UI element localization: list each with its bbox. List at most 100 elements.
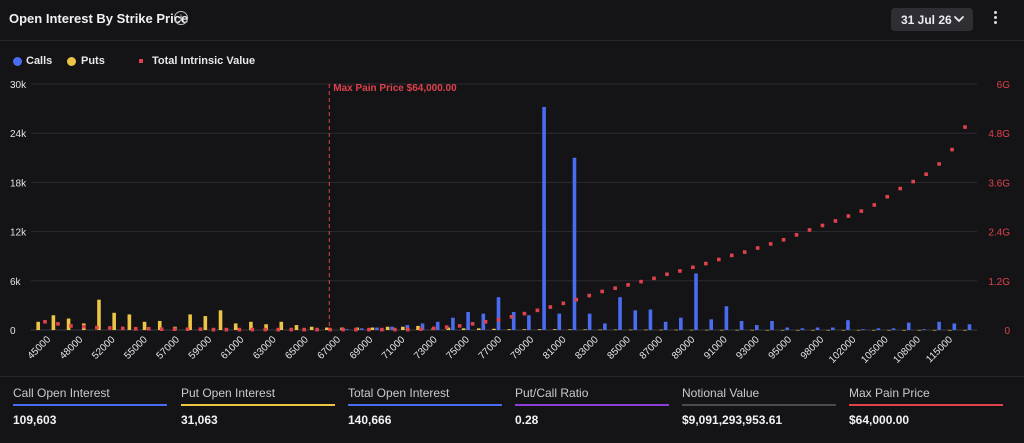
calls-bar [375, 327, 379, 330]
x-tick-label: 61000 [219, 334, 247, 362]
calls-dot-icon [13, 57, 22, 66]
puts-bar [264, 324, 268, 330]
calls-bar [876, 328, 881, 330]
chart-title: Open Interest By Strike Price [9, 11, 189, 26]
intrinsic-point [911, 179, 915, 184]
puts-bar [887, 329, 891, 331]
stat-total-open-interest: Total Open Interest 140,666 [348, 386, 502, 427]
puts-bar [552, 329, 557, 330]
x-tick-label: 105000 [859, 334, 891, 366]
intrinsic-point [768, 242, 773, 246]
intrinsic-point [354, 327, 358, 332]
puts-bar [188, 314, 192, 330]
intrinsic-point [444, 325, 449, 329]
y-left-tick-label: 30k [10, 80, 27, 91]
calls-bar [466, 311, 470, 330]
stat-value: $64,000.00 [849, 413, 910, 427]
calls-bar [770, 320, 774, 330]
puts-bar [142, 321, 147, 330]
stat-value: 31,063 [181, 413, 218, 427]
intrinsic-point [781, 238, 786, 242]
y-left-tick-label: 0 [10, 326, 16, 337]
calls-bar [557, 313, 562, 330]
intrinsic-point [717, 257, 721, 262]
puts-bar [112, 312, 116, 330]
puts-bar [218, 310, 223, 330]
intrinsic-point [341, 327, 345, 332]
intrinsic-point [289, 327, 293, 332]
calls-bar [481, 313, 486, 330]
x-tick-label: 85000 [606, 334, 634, 362]
calls-bar [891, 328, 896, 330]
calls-bar [815, 327, 820, 330]
puts-bar [66, 318, 71, 330]
puts-bar [811, 329, 815, 331]
y-right-tick-label: 0 [1004, 326, 1010, 337]
y-left-tick-label: 24k [10, 129, 27, 140]
calls-bar [679, 317, 683, 330]
calls-bar [390, 326, 394, 330]
calls-bar [435, 321, 440, 330]
intrinsic-point [613, 286, 617, 290]
puts-bar [628, 329, 633, 331]
intrinsic-point [367, 327, 371, 332]
stat-underline [515, 404, 669, 406]
x-tick-label: 102000 [827, 334, 859, 366]
calls-bar [906, 322, 911, 330]
calls-bar [709, 319, 714, 330]
intrinsic-point [237, 327, 242, 332]
puts-bar [689, 329, 694, 331]
calls-bar [344, 329, 349, 330]
puts-bar [522, 329, 527, 330]
calls-bar [572, 157, 577, 330]
stat-underline [13, 404, 167, 406]
puts-bar [750, 329, 755, 331]
puts-bar [948, 329, 952, 331]
info-icon[interactable]: i [174, 11, 188, 25]
puts-bar [309, 326, 314, 330]
x-tick-label: 77000 [477, 334, 505, 362]
calls-bar [754, 325, 759, 330]
intrinsic-point [95, 325, 99, 330]
legend-label-puts: Puts [81, 55, 105, 67]
intrinsic-point [652, 276, 656, 281]
intrinsic-point [639, 279, 643, 284]
puts-bar [780, 329, 785, 331]
intrinsic-point [185, 327, 190, 331]
stat-underline [181, 404, 335, 406]
puts-bar [902, 329, 907, 331]
intrinsic-point [483, 320, 488, 324]
x-tick-label: 55000 [122, 334, 150, 362]
x-tick-label: 71000 [380, 334, 408, 362]
y-right-tick-label: 3.6G [988, 178, 1010, 189]
calls-bar [496, 297, 501, 330]
intrinsic-point [120, 326, 125, 331]
expiry-date-dropdown[interactable]: 31 Jul 26 [891, 8, 973, 31]
calls-bar [967, 324, 972, 330]
puts-bar [233, 323, 238, 330]
stat-underline [348, 404, 502, 406]
intrinsic-point [846, 214, 851, 218]
intrinsic-point [263, 327, 268, 332]
puts-bar [796, 329, 800, 331]
puts-bar [385, 326, 390, 330]
x-tick-label: 52000 [90, 334, 118, 362]
intrinsic-point [133, 326, 138, 331]
x-tick-label: 67000 [316, 334, 344, 362]
calls-bar [663, 321, 668, 330]
puts-bar [674, 329, 679, 331]
intrinsic-point [872, 203, 877, 207]
intrinsic-point [224, 327, 229, 332]
chart-header: Open Interest By Strike Price i 31 Jul 2… [0, 0, 1024, 41]
kebab-menu-icon[interactable] [988, 9, 1002, 31]
puts-bar [917, 329, 922, 331]
intrinsic-point [393, 327, 397, 332]
x-tick-label: 83000 [573, 334, 601, 362]
puts-bar [127, 314, 132, 330]
x-tick-label: 95000 [767, 334, 795, 362]
intrinsic-point [496, 317, 501, 322]
intrinsic-point [509, 315, 514, 319]
puts-bar [370, 327, 375, 330]
x-tick-label: 65000 [283, 334, 311, 362]
stat-put-call-ratio: Put/Call Ratio 0.28 [515, 386, 669, 427]
